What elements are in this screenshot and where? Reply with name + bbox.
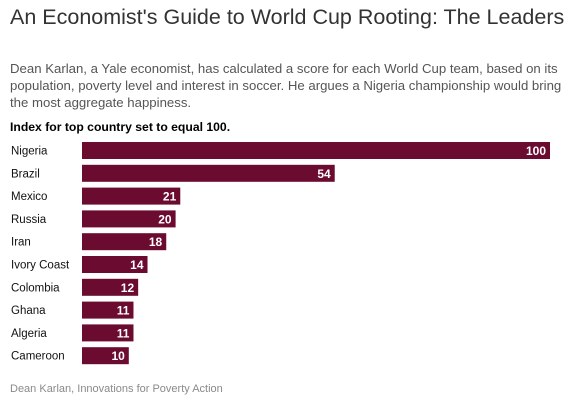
bar <box>82 210 176 228</box>
value-label: 54 <box>317 167 331 181</box>
category-label: Nigeria <box>11 146 48 158</box>
category-label: Russia <box>11 214 47 226</box>
category-label: Iran <box>11 237 31 249</box>
bar <box>82 301 134 319</box>
value-label: 14 <box>130 258 144 272</box>
category-label: Ivory Coast <box>11 260 70 272</box>
bar-chart: Nigeria 100 Brazil 54 Mexico 21 Russia 20 Iran 18… <box>11 142 550 365</box>
bar <box>82 187 181 205</box>
bar <box>82 256 148 273</box>
value-label: 18 <box>149 235 163 249</box>
category-label: Cameroon <box>11 351 65 363</box>
bar <box>82 278 139 296</box>
bar <box>82 164 335 182</box>
source-credit: Dean Karlan, Innovations for Poverty Act… <box>10 383 223 395</box>
value-label: 21 <box>163 190 177 204</box>
category-label: Algeria <box>11 328 47 340</box>
category-label: Mexico <box>11 191 47 203</box>
value-label: 100 <box>526 144 546 158</box>
category-label: Colombia <box>11 282 60 294</box>
chart-subtitle: Dean Karlan, a Yale economist, has calcu… <box>10 61 562 110</box>
bar <box>82 324 134 342</box>
value-label: 11 <box>117 326 130 340</box>
value-label: 10 <box>111 349 125 363</box>
index-note: Index for top country set to equal 100. <box>10 120 231 134</box>
category-label: Ghana <box>11 305 46 317</box>
value-label: 20 <box>158 212 172 226</box>
value-label: 12 <box>121 281 135 295</box>
chart-title: An Economist's Guide to World Cup Rootin… <box>10 5 565 29</box>
bar <box>82 142 550 159</box>
bar <box>82 233 167 251</box>
category-label: Brazil <box>11 168 40 180</box>
value-label: 11 <box>117 304 130 318</box>
bar <box>82 347 129 365</box>
